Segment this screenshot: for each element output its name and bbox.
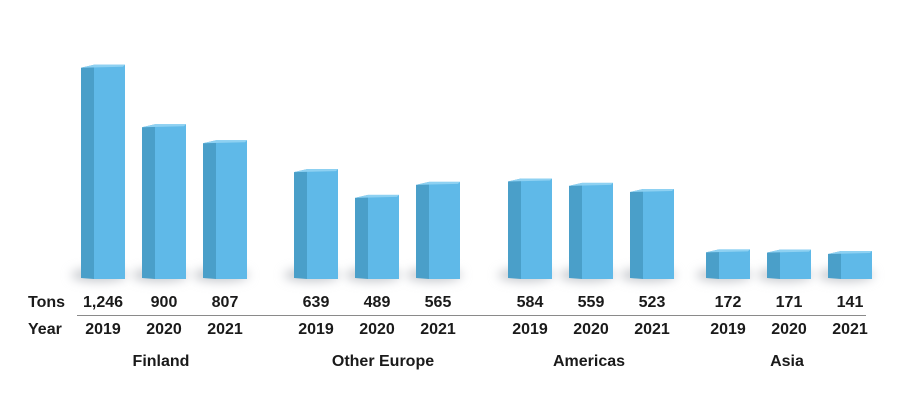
bar — [828, 251, 872, 279]
value-label: 639 — [303, 294, 330, 311]
bar-side-face — [828, 251, 841, 279]
bar-side-face — [142, 124, 155, 279]
bar-top-face — [828, 251, 872, 254]
bar-top-face — [508, 178, 552, 182]
bar-front-face — [216, 140, 247, 279]
value-label: 565 — [425, 294, 452, 311]
bar-top-face — [630, 189, 674, 193]
year-label: 2019 — [298, 321, 334, 338]
value-label: 1,246 — [83, 294, 123, 311]
bar-side-face — [706, 249, 719, 279]
group-labels: Finland Other Europe Americas Asia — [133, 353, 804, 370]
year-label: 2021 — [634, 321, 670, 338]
bar — [81, 64, 125, 279]
value-label: 141 — [837, 294, 864, 311]
group-label: Finland — [133, 353, 190, 370]
year-label: 2019 — [512, 321, 548, 338]
bar — [294, 169, 338, 279]
bar-front-face — [368, 194, 399, 279]
bar-top-face — [767, 249, 811, 253]
year-label: 2021 — [420, 321, 456, 338]
bar-top-face — [142, 124, 186, 128]
bar-side-face — [81, 64, 94, 279]
value-label: 900 — [151, 294, 178, 311]
bar-front-face — [307, 169, 338, 279]
group-label: Americas — [553, 353, 625, 370]
bars — [81, 64, 872, 279]
bar-top-face — [203, 140, 247, 144]
bar-side-face — [355, 194, 368, 279]
tons-row-label: Tons — [28, 294, 65, 311]
bar-top-face — [706, 249, 750, 253]
bar — [355, 194, 399, 279]
bar-side-face — [630, 189, 643, 279]
bar — [767, 249, 811, 279]
bar-front-face — [841, 251, 872, 279]
bar-side-face — [508, 178, 521, 279]
year-row-label: Year — [28, 321, 62, 338]
bar-side-face — [767, 249, 780, 279]
bar-shadows — [71, 268, 874, 282]
bar-top-face — [569, 182, 613, 186]
bar-front-face — [780, 249, 811, 279]
bar-top-face — [355, 194, 399, 198]
year-label: 2021 — [207, 321, 243, 338]
value-label: 807 — [212, 294, 239, 311]
year-label: 2020 — [771, 321, 807, 338]
bar-side-face — [294, 169, 307, 279]
value-label: 489 — [364, 294, 391, 311]
group-label: Asia — [770, 353, 804, 370]
bar — [203, 140, 247, 279]
year-labels: 2019 2020 2021 2019 2020 2021 2019 2020 2021 2019… — [85, 321, 868, 338]
bar-front-face — [94, 64, 125, 279]
bar-front-face — [719, 249, 750, 279]
bar-side-face — [569, 182, 582, 279]
bar-front-face — [582, 182, 613, 279]
bar — [630, 189, 674, 279]
bar-top-face — [81, 64, 125, 68]
year-label: 2020 — [146, 321, 182, 338]
year-label: 2020 — [359, 321, 395, 338]
year-label: 2020 — [573, 321, 609, 338]
bar-front-face — [643, 189, 674, 279]
value-label: 172 — [715, 294, 742, 311]
value-label: 584 — [517, 294, 544, 311]
bar-front-face — [155, 124, 186, 279]
bar-top-face — [416, 181, 460, 185]
year-label: 2019 — [710, 321, 746, 338]
value-label: 559 — [578, 294, 605, 311]
bar — [142, 124, 186, 279]
value-labels: 1,246 900 807 639 489 565 584 559 523 172 171 141 — [83, 294, 863, 311]
year-label: 2019 — [85, 321, 121, 338]
bar-side-face — [203, 140, 216, 279]
bar-front-face — [521, 178, 552, 279]
bar-side-face — [416, 181, 429, 279]
group-label: Other Europe — [332, 353, 434, 370]
bar — [416, 181, 460, 279]
bar — [569, 182, 613, 279]
bar-top-face — [294, 169, 338, 173]
bar — [706, 249, 750, 279]
year-label: 2021 — [832, 321, 868, 338]
bar — [508, 178, 552, 279]
value-label: 171 — [776, 294, 803, 311]
value-label: 523 — [639, 294, 666, 311]
bar-front-face — [429, 181, 460, 279]
